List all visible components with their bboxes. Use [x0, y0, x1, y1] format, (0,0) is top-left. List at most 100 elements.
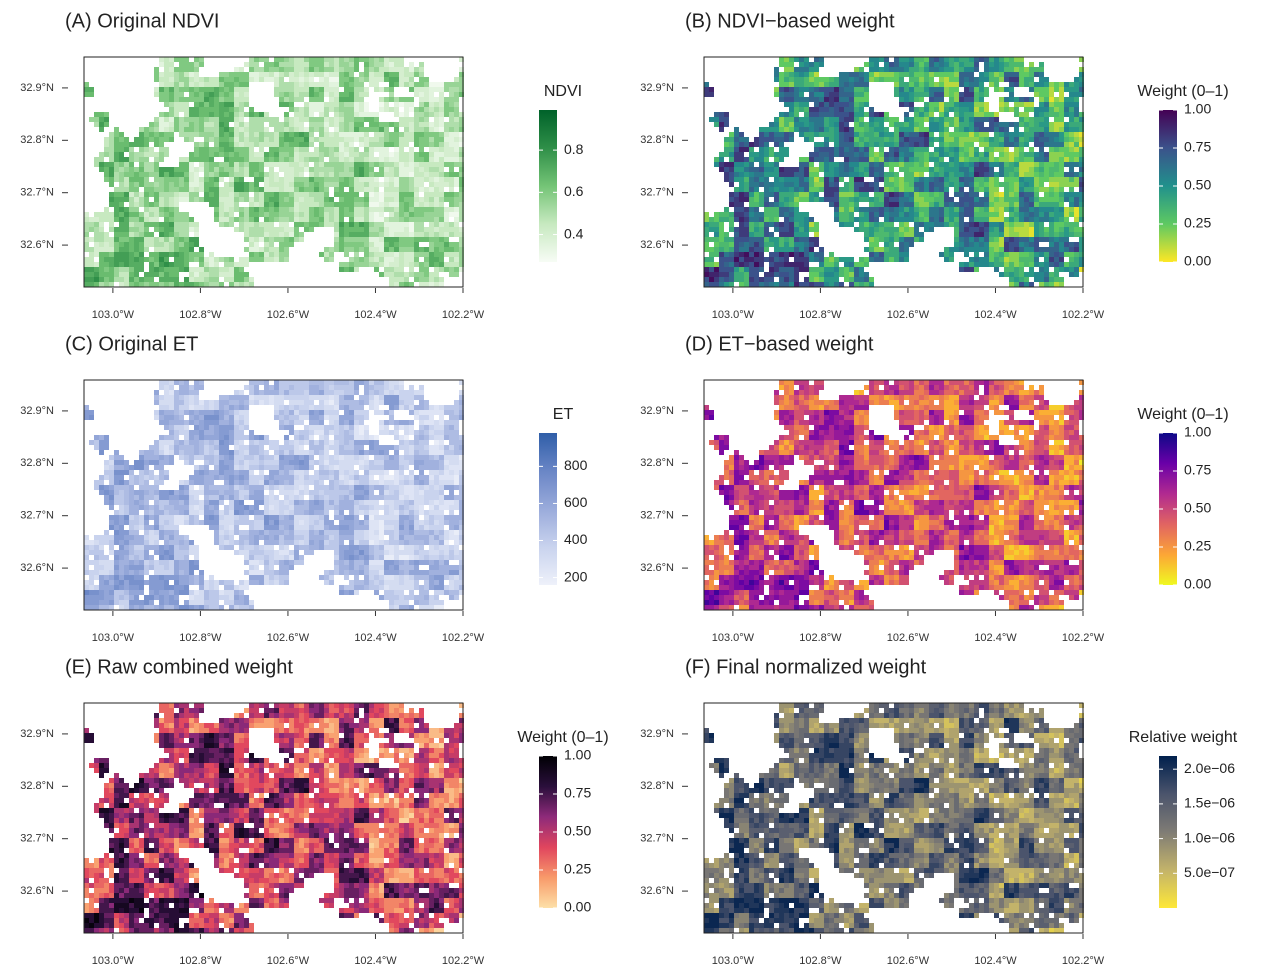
raster-cells [84, 703, 459, 933]
panel: (F) Final normalized weight 103.0°W 102.8°… [640, 656, 1238, 967]
legend-tick-label: 0.50 [1184, 177, 1211, 193]
raster-cells [89, 380, 464, 610]
raster-cells [84, 57, 464, 287]
x-tick-label: 102.4°W [354, 632, 397, 644]
x-tick-label: 102.6°W [267, 632, 310, 644]
map-frame [703, 702, 1084, 934]
x-tick-label: 102.8°W [799, 955, 842, 967]
raster-cells [94, 257, 169, 282]
y-tick-label: 32.8°N [640, 780, 674, 792]
legend-tick-label: 0.00 [1184, 253, 1211, 269]
y-tick-label: 32.9°N [20, 82, 54, 94]
y-tick-label: 32.9°N [640, 728, 674, 740]
legend-tick-label: 0.8 [564, 141, 584, 157]
legend-tick-label: 0.50 [1184, 500, 1211, 516]
x-tick-label: 102.8°W [799, 632, 842, 644]
legend-tick-label: 2.0e−06 [1184, 760, 1235, 776]
raster-cells [704, 718, 1074, 933]
legend-title: Relative weight [1129, 729, 1238, 746]
y-tick-label: 32.9°N [20, 728, 54, 740]
y-tick-label: 32.9°N [20, 405, 54, 417]
x-tick-label: 102.2°W [442, 632, 485, 644]
y-tick-label: 32.6°N [640, 562, 674, 574]
x-tick-label: 103.0°W [92, 632, 135, 644]
panel: (D) ET−based weight 103.0°W 102.8°W 102.6°W… [640, 333, 1228, 644]
x-tick-label: 102.6°W [887, 632, 930, 644]
x-tick-label: 103.0°W [92, 309, 135, 321]
x-tick-label: 102.2°W [1062, 955, 1105, 967]
colorbar [539, 433, 557, 585]
legend-tick-label: 0.75 [564, 785, 591, 801]
raster-cells [704, 703, 1084, 933]
raster-cells [704, 703, 1084, 933]
x-tick-label: 102.8°W [799, 309, 842, 321]
raster-cells [704, 703, 1084, 933]
colorbar [1159, 433, 1177, 585]
x-tick-label: 102.6°W [267, 955, 310, 967]
legend-tick-label: 5.0e−07 [1184, 864, 1235, 880]
raster-cells [84, 57, 464, 287]
raster-cells [84, 590, 89, 595]
raster-cells [84, 893, 204, 928]
legend-tick-label: 1.0e−06 [1184, 829, 1235, 845]
raster-cells [704, 380, 1084, 610]
x-tick-label: 102.4°W [974, 309, 1017, 321]
raster-cells [84, 57, 464, 287]
legend-tick-label: 600 [564, 494, 588, 510]
map-frame [703, 379, 1084, 611]
y-tick-label: 32.8°N [20, 780, 54, 792]
panel-title: (D) ET−based weight [685, 333, 874, 355]
panel-title: (F) Final normalized weight [685, 656, 927, 678]
y-tick-label: 32.6°N [20, 885, 54, 897]
legend-title: Weight (0–1) [1137, 406, 1228, 423]
colorbar [539, 110, 557, 262]
raster-cells [159, 62, 464, 287]
x-tick-label: 102.6°W [887, 309, 930, 321]
raster-cells [704, 57, 1084, 287]
legend-title: Weight (0–1) [517, 729, 608, 746]
legend-tick-label: 0.4 [564, 225, 584, 241]
legend-tick-label: 0.00 [564, 899, 591, 915]
raster-cells [704, 400, 1084, 610]
legend-title: NDVI [544, 83, 582, 100]
legend-tick-label: 1.5e−06 [1184, 795, 1235, 811]
raster-cells [704, 252, 794, 282]
legend-tick-label: 200 [564, 568, 588, 584]
colorbar [1159, 110, 1177, 262]
raster-cells [709, 57, 1084, 287]
y-tick-label: 32.7°N [640, 187, 674, 199]
x-tick-label: 102.2°W [1062, 632, 1105, 644]
x-tick-label: 102.4°W [354, 309, 397, 321]
raster-cells [709, 703, 1084, 933]
y-tick-label: 32.8°N [640, 457, 674, 469]
raster-cells [704, 87, 984, 287]
raster-cells [84, 718, 439, 933]
x-tick-label: 103.0°W [712, 309, 755, 321]
map-frame [83, 56, 464, 288]
raster-cells [84, 395, 459, 610]
map-frame [703, 56, 1084, 288]
x-tick-label: 102.8°W [179, 955, 222, 967]
legend-tick-label: 0.75 [1184, 139, 1211, 155]
raster-cells [84, 380, 464, 610]
legend-tick-label: 1.00 [1184, 424, 1211, 440]
x-tick-label: 102.4°W [974, 632, 1017, 644]
legend-tick-label: 0.25 [1184, 538, 1211, 554]
y-tick-label: 32.7°N [640, 510, 674, 522]
legend-tick-label: 1.00 [1184, 101, 1211, 117]
panel: (E) Raw combined weight 103.0°W 102.8°W 102… [20, 656, 608, 967]
legend-tick-label: 1.00 [564, 747, 591, 763]
x-tick-label: 102.6°W [267, 309, 310, 321]
y-tick-label: 32.7°N [640, 833, 674, 845]
legend-tick-label: 0.00 [1184, 576, 1211, 592]
y-tick-label: 32.6°N [20, 562, 54, 574]
legend-tick-label: 0.75 [1184, 462, 1211, 478]
legend-tick-label: 800 [564, 457, 588, 473]
y-tick-label: 32.8°N [20, 457, 54, 469]
panel-title: (C) Original ET [65, 333, 198, 355]
y-tick-label: 32.6°N [20, 239, 54, 251]
y-tick-label: 32.8°N [20, 134, 54, 146]
raster-cells [89, 703, 464, 933]
legend-title: Weight (0–1) [1137, 83, 1228, 100]
